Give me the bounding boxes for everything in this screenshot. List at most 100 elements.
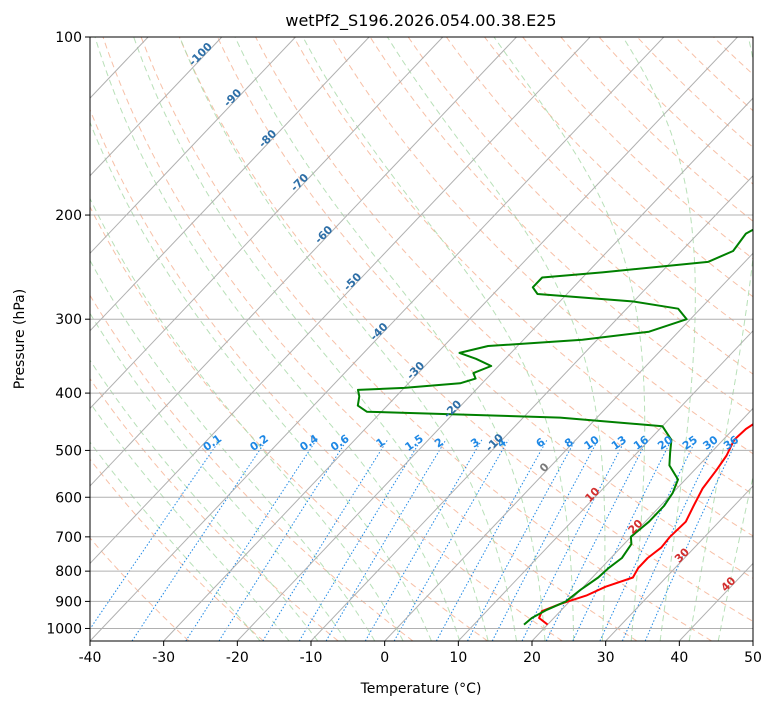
mixing-ratio-label: 1: [374, 435, 388, 450]
dry-adiabat: [217, 37, 753, 579]
isotherm-label: -70: [288, 171, 311, 194]
mixing-ratio-label: 6: [534, 435, 548, 450]
dry-adiabat: [751, 37, 753, 39]
dry-adiabat: [90, 537, 190, 641]
y-tick-label: 900: [55, 594, 82, 610]
moist-adiabat-label: 30: [672, 545, 692, 565]
isotherm-line: [752, 640, 753, 641]
mixing-ratio-label: 25: [680, 433, 700, 452]
x-tick-label: 30: [597, 650, 615, 666]
mixing-ratio-line: [364, 439, 483, 641]
moist-adiabat: [234, 37, 546, 641]
mixing-ratio-line: [262, 439, 388, 641]
chart-title: wetPf2_S196.2026.054.00.38.E25: [285, 11, 556, 31]
dry-adiabat: [713, 37, 753, 76]
moist-adiabat: [90, 401, 290, 641]
dry-adiabat: [331, 37, 753, 455]
isotherm-label: -50: [341, 270, 364, 293]
dry-adiabat: [178, 37, 753, 623]
isotherm-label: -60: [312, 223, 335, 246]
x-tick-label: -20: [226, 650, 249, 666]
x-tick-label: -40: [79, 650, 102, 666]
dry-adiabat: [369, 37, 753, 415]
dry-adiabat: [90, 108, 563, 641]
y-tick-label: 700: [55, 530, 82, 546]
y-axis-label: Pressure (hPa): [12, 289, 28, 389]
mixing-ratio-line: [621, 439, 717, 641]
y-tick-label: 800: [55, 564, 82, 580]
dry-adiabat: [90, 377, 339, 641]
moist-adiabat: [90, 121, 432, 641]
y-tick-label: 600: [55, 490, 82, 506]
y-tick-label: 200: [55, 208, 82, 224]
moist-adiabat: [90, 441, 261, 641]
moist-adiabat: [688, 37, 753, 641]
mixing-ratio-line: [644, 439, 738, 641]
x-tick-label: 50: [744, 650, 762, 666]
y-tick-label: 500: [55, 443, 82, 459]
mixing-ratio-line: [218, 439, 348, 641]
x-tick-label: 0: [380, 650, 389, 666]
dry-adiabat: [140, 37, 712, 641]
dry-adiabat: [445, 37, 753, 336]
mixing-ratio-line: [325, 439, 447, 641]
dry-adiabat: [407, 37, 753, 375]
mixing-ratio-line: [298, 439, 422, 641]
plot-frame: [89, 36, 754, 642]
mixing-ratio-line: [393, 439, 509, 641]
dry-adiabat: [90, 205, 488, 641]
x-tick-label: -10: [300, 650, 323, 666]
y-tick-label: 300: [55, 312, 82, 328]
sounding-line: [356, 228, 753, 626]
sounding-line: [538, 423, 753, 626]
isotherm-label: -90: [221, 86, 244, 109]
moist-adiabat: [90, 259, 376, 641]
mixing-ratio-line: [599, 439, 697, 641]
isotherm-line: [90, 37, 370, 332]
mixing-ratio-line: [185, 439, 317, 641]
moist-adiabat-label: 20: [626, 517, 646, 537]
moist-adiabat: [717, 474, 753, 641]
mixing-ratio-label: 16: [631, 433, 651, 453]
isotherm-label: -40: [367, 320, 390, 343]
dry-adiabat: [293, 37, 753, 496]
isotherm-line: [384, 252, 753, 641]
moist-adiabat: [133, 37, 489, 641]
moist-adiabat: [90, 312, 347, 641]
dry-adiabat: [102, 37, 638, 641]
moist-adiabat: [90, 359, 319, 641]
x-tick-label: 10: [449, 650, 467, 666]
mixing-ratio-line: [131, 439, 268, 641]
isotherm-label: -80: [256, 127, 279, 150]
isotherm-line: [605, 485, 753, 641]
mixing-ratio-line: [572, 439, 672, 641]
isotherm-line: [310, 175, 753, 641]
isotherm-line: [236, 97, 753, 641]
y-tick-label: 1000: [46, 621, 82, 637]
mixing-ratio-label: 10: [582, 433, 602, 453]
mixing-ratio-line: [435, 439, 548, 641]
isotherm-label: -100: [186, 40, 215, 69]
isotherm-line: [90, 37, 591, 565]
dry-adiabat: [90, 458, 264, 641]
y-tick-label: 100: [55, 30, 82, 46]
moist-adiabat: [493, 37, 646, 641]
isotherm-line: [90, 37, 517, 487]
moist-adiabat: [90, 197, 404, 641]
mixing-ratio-label: 20: [655, 433, 675, 453]
isotherm-line: [0, 37, 1, 641]
x-tick-label: 40: [670, 650, 688, 666]
moist-adiabat: [622, 37, 696, 641]
isotherm-line: [90, 37, 665, 641]
mixing-ratio-line: [545, 439, 648, 641]
isotherm-label: -20: [441, 397, 464, 420]
mixing-ratio-line: [467, 439, 576, 641]
isotherm-line: [163, 37, 738, 641]
x-tick-label: 20: [523, 650, 541, 666]
moist-adiabat-label: 40: [718, 574, 738, 594]
moist-adiabat: [386, 37, 606, 641]
mixing-ratio-line: [90, 439, 221, 630]
y-tick-label: 400: [55, 386, 82, 402]
dry-adiabat: [484, 37, 753, 298]
